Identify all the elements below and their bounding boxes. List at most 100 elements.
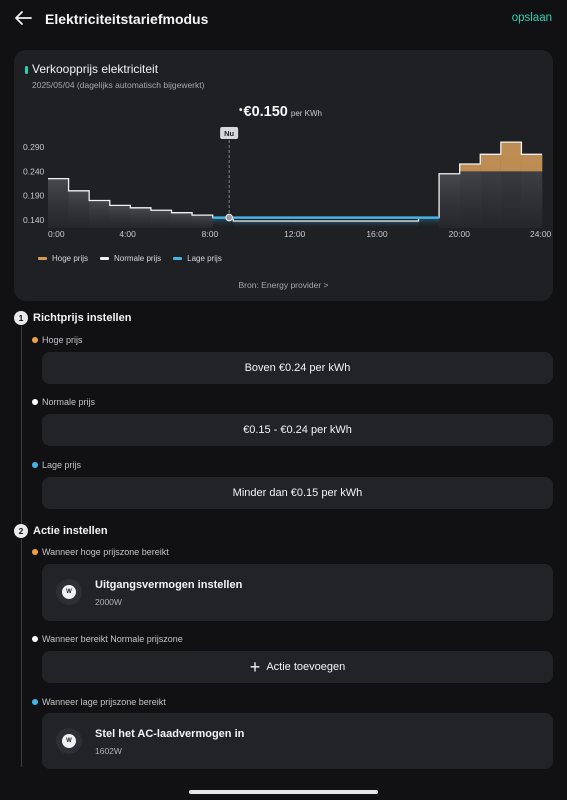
price-bar-15 (356, 220, 378, 228)
x-tick-label-5: 20:00 (449, 229, 471, 239)
card-title: Verkoopprijs elektriciteit (32, 62, 159, 76)
low-zone-action-card[interactable]: W Stel het AC-laadvermogen in 1602W (42, 713, 553, 769)
high-price-segment-21 (480, 154, 502, 172)
price-bar-23 (521, 154, 543, 228)
y-tick-label-2: 0.190 (23, 191, 45, 201)
y-tick-label-1: 0.240 (23, 166, 45, 176)
legend-label-normal: Normale prijs (114, 254, 162, 263)
zone-label-low: Lage prijs (42, 460, 82, 470)
current-price: •€0.150 per KWh (239, 104, 322, 120)
x-tick-label-4: 16:00 (366, 229, 388, 239)
header: Elektriciteitstariefmodus opslaan (0, 0, 567, 40)
legend-swatch-normal (100, 257, 110, 260)
timeline-line (21, 539, 22, 767)
plus-icon: + (249, 657, 261, 677)
page-title: Elektriciteitstariefmodus (45, 11, 209, 27)
price-bar-5 (150, 210, 172, 228)
x-tick-label-0: 0:00 (48, 229, 65, 239)
high-price-segment-20 (459, 164, 481, 172)
now-badge (220, 127, 239, 139)
card-subtitle: 2025/05/04 (dagelijks automatisch bijgew… (32, 80, 205, 90)
zone-dot-normal (32, 636, 38, 642)
price-bar-6 (171, 212, 193, 228)
add-action-button[interactable]: + Actie toevoegen (42, 651, 553, 683)
home-indicator[interactable] (189, 790, 378, 794)
zone-dot-normal (32, 399, 38, 405)
action-value-low: 1602W (95, 746, 122, 756)
legend-item-low: Lage prijs (173, 254, 222, 263)
price-bar-2 (89, 200, 111, 228)
price-bar-16 (377, 220, 399, 228)
price-chart-card: Verkoopprijs elektriciteit 2025/05/04 (d… (14, 50, 553, 301)
device-w-icon: W (56, 579, 82, 605)
price-bar-3 (109, 205, 131, 228)
timeline-line (21, 326, 22, 524)
x-tick-label-3: 12:00 (284, 229, 306, 239)
action-title-high: Uitgangsvermogen instellen (95, 579, 243, 591)
zone-dot-high (32, 549, 38, 555)
chart-legend: Hoge prijs Normale prijs Lage prijs (38, 254, 222, 263)
x-tick-label-1: 4:00 (119, 229, 136, 239)
legend-item-high: Hoge prijs (38, 254, 88, 263)
price-bar-9 (233, 220, 255, 228)
price-step-line (48, 141, 542, 222)
now-point (225, 213, 233, 222)
low-price-threshold-value: Minder dan €0.15 per kWh (232, 487, 363, 499)
price-bar-11 (274, 220, 296, 228)
price-bar-18 (418, 217, 440, 228)
legend-label-high: Hoge prijs (52, 254, 89, 263)
price-bar-12 (295, 220, 316, 228)
price-bar-4 (130, 207, 152, 228)
legend-label-low: Lage prijs (187, 254, 222, 263)
price-bar-20 (459, 164, 481, 228)
y-tick-label-0: 0.290 (23, 142, 45, 152)
card-accent-bar (25, 66, 28, 74)
action-label-normal: Wanneer bereikt Normale prijszone (42, 634, 183, 644)
add-action-label: Actie toevoegen (266, 661, 346, 673)
price-bar-8 (212, 217, 234, 228)
normal-price-threshold-value: €0.15 - €0.24 per kWh (243, 424, 352, 436)
action-label-high: Wanneer hoge prijszone bereikt (42, 547, 169, 557)
high-price-segment-23 (521, 154, 543, 172)
price-bar-21 (480, 154, 502, 228)
high-zone-action-card[interactable]: W Uitgangsvermogen instellen 2000W (42, 564, 553, 621)
action-label-low: Wanneer lage prijszone bereikt (42, 697, 166, 707)
x-tick-label-2: 8:00 (202, 229, 219, 239)
zone-dot-low (32, 462, 38, 468)
price-bar-13 (315, 220, 337, 228)
zone-label-normal: Normale prijs (42, 397, 96, 407)
y-tick-label-3: 0.140 (23, 215, 45, 225)
price-bar-7 (192, 215, 213, 228)
step-2-badge: 2 (14, 524, 28, 538)
low-price-threshold-button[interactable]: Minder dan €0.15 per kWh (42, 477, 553, 509)
high-price-threshold-value: Boven €0.24 per kWh (244, 362, 351, 374)
save-button[interactable]: opslaan (511, 12, 552, 24)
zone-dot-low (32, 699, 38, 705)
price-bar-10 (253, 220, 275, 228)
legend-item-normal: Normale prijs (100, 254, 161, 263)
zone-label-high: Hoge prijs (42, 335, 83, 345)
high-price-segment-22 (500, 142, 522, 172)
section-2-title: Actie instellen (33, 525, 108, 537)
price-bar-19 (439, 173, 460, 228)
x-tick-label-6: 24:00 (530, 229, 552, 239)
price-bar-1 (68, 190, 90, 228)
legend-swatch-low (173, 257, 183, 260)
price-bar-0 (48, 178, 69, 228)
action-value-high: 2000W (95, 597, 122, 607)
source-link[interactable]: Bron: Energy provider > (238, 280, 329, 290)
back-arrow-icon[interactable] (13, 9, 33, 27)
now-badge-label: Nu (224, 129, 234, 138)
normal-price-threshold-button[interactable]: €0.15 - €0.24 per kWh (42, 414, 553, 446)
step-1-badge: 1 (14, 311, 28, 325)
high-price-threshold-button[interactable]: Boven €0.24 per kWh (42, 352, 553, 384)
section-1-title: Richtprijs instellen (33, 312, 132, 324)
legend-swatch-high (38, 257, 47, 260)
current-price-unit: per KWh (290, 109, 322, 118)
price-bar-17 (397, 220, 419, 228)
zone-dot-high (32, 337, 38, 343)
price-bar-14 (336, 220, 358, 228)
current-price-value: €0.150 (243, 104, 288, 120)
device-w-icon: W (56, 728, 82, 754)
